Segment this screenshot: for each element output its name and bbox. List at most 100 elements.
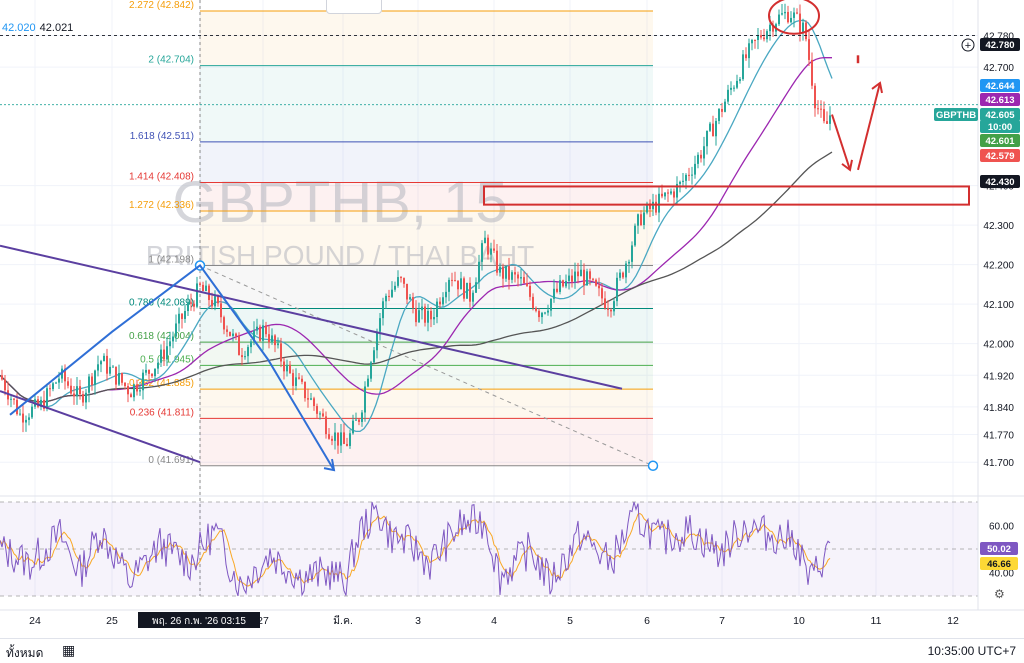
candle bbox=[31, 403, 33, 420]
rsi-tick-label: 60.00 bbox=[989, 522, 1014, 533]
candle-body bbox=[646, 203, 648, 213]
candle-body bbox=[196, 283, 198, 307]
price-label[interactable]: 10:00 bbox=[980, 120, 1020, 133]
candle bbox=[688, 167, 690, 181]
candle bbox=[124, 382, 126, 390]
rsi-value-label[interactable]: 50.02 bbox=[980, 542, 1018, 555]
candle-body bbox=[457, 280, 459, 290]
top-highlight-ellipse[interactable] bbox=[768, 0, 820, 35]
projection-arrow-up[interactable] bbox=[857, 82, 881, 171]
candle-body bbox=[502, 266, 504, 279]
price-label[interactable]: 42.613 bbox=[980, 93, 1020, 106]
candle-body bbox=[226, 329, 228, 332]
candle-body bbox=[700, 154, 702, 159]
price-label[interactable]: 42.644 bbox=[980, 79, 1020, 92]
rsi-value-label[interactable]: 46.66 bbox=[980, 557, 1018, 570]
candle-body bbox=[286, 364, 288, 372]
candle bbox=[691, 166, 693, 185]
candle bbox=[13, 398, 15, 405]
candle-body bbox=[460, 278, 462, 290]
collapse-tab[interactable] bbox=[326, 0, 382, 14]
candle-body bbox=[526, 283, 528, 286]
candle-body bbox=[397, 277, 399, 286]
gear-icon[interactable]: ⚙ bbox=[994, 587, 1005, 601]
range-all-button[interactable]: ทั้งหมด bbox=[6, 646, 44, 660]
candle bbox=[310, 392, 312, 401]
candle-body bbox=[622, 272, 624, 278]
candle-body bbox=[202, 284, 204, 291]
candle-body bbox=[610, 309, 612, 312]
trend-channel-upper[interactable] bbox=[0, 244, 623, 390]
wave-arrow-path[interactable] bbox=[9, 264, 335, 471]
price-label[interactable]: 42.601 bbox=[980, 134, 1020, 147]
candle-body bbox=[346, 443, 348, 446]
candle-body bbox=[574, 271, 576, 282]
candle bbox=[502, 263, 504, 288]
price-label[interactable]: 42.780 bbox=[980, 38, 1020, 51]
candle bbox=[772, 20, 774, 37]
candle bbox=[736, 74, 738, 90]
price-label[interactable]: 42.579 bbox=[980, 149, 1020, 162]
price-label-bg bbox=[980, 79, 1020, 92]
candle bbox=[160, 344, 162, 367]
candle bbox=[553, 279, 555, 303]
fib-anchor-handle[interactable] bbox=[647, 460, 659, 472]
candle bbox=[115, 366, 117, 390]
price-label[interactable]: GBPTHB bbox=[934, 108, 978, 121]
candle-body bbox=[751, 39, 753, 44]
price-label[interactable]: 42.605 bbox=[980, 108, 1020, 121]
fib-retracement[interactable] bbox=[200, 11, 653, 466]
time-cursor-label[interactable]: พฤ. 26 ก.พ. '26 03:15 bbox=[138, 612, 260, 628]
candle-body bbox=[811, 59, 813, 86]
candle-body bbox=[817, 108, 819, 110]
candle bbox=[424, 303, 426, 327]
candle-body bbox=[604, 298, 606, 309]
fib-trend-line bbox=[199, 265, 654, 467]
rsi-line bbox=[0, 501, 831, 597]
candle bbox=[271, 328, 273, 345]
candle bbox=[472, 290, 474, 307]
candle bbox=[373, 347, 375, 364]
projection-arrow-down[interactable] bbox=[831, 114, 851, 171]
time-tick-label: มี.ค. bbox=[333, 614, 353, 627]
candle-body bbox=[277, 343, 279, 346]
candle-body bbox=[322, 413, 324, 417]
rsi-pane[interactable] bbox=[0, 495, 1024, 597]
candle-body bbox=[382, 301, 384, 319]
candle-body bbox=[352, 420, 354, 434]
candle bbox=[748, 38, 750, 68]
candle bbox=[820, 100, 822, 118]
drawings[interactable] bbox=[0, 0, 970, 472]
candle bbox=[100, 359, 102, 373]
price-tick-label: 41.700 bbox=[983, 458, 1014, 469]
fib-level-label: 0.618 (42.004) bbox=[129, 331, 194, 342]
ma-slow-line bbox=[0, 151, 833, 403]
candle-body bbox=[28, 417, 30, 420]
candle bbox=[112, 364, 114, 368]
candle-body bbox=[247, 347, 249, 357]
candle bbox=[286, 359, 288, 377]
candle-body bbox=[688, 174, 690, 176]
candle-body bbox=[319, 413, 321, 415]
trend-channel-lower[interactable] bbox=[0, 390, 201, 464]
candle bbox=[577, 262, 579, 284]
clock-label[interactable]: 10:35:00 UTC+7 bbox=[927, 644, 1016, 658]
candle-body bbox=[586, 271, 588, 286]
candle bbox=[406, 283, 408, 304]
arrow-head bbox=[871, 81, 883, 94]
fib-zone bbox=[200, 210, 653, 266]
candle-body bbox=[316, 406, 318, 414]
candle bbox=[325, 411, 327, 439]
candle-body bbox=[538, 310, 540, 318]
axes[interactable]: 42.78042.70042.40042.30042.20042.10042.0… bbox=[0, 0, 1024, 628]
price-label-bg bbox=[980, 120, 1020, 133]
price-label-bg bbox=[980, 134, 1020, 147]
resistance-zone-box[interactable] bbox=[483, 185, 970, 206]
candle-body bbox=[148, 369, 150, 374]
candle bbox=[274, 334, 276, 353]
add-alert-icon[interactable] bbox=[961, 38, 975, 52]
candle bbox=[511, 270, 513, 284]
price-label[interactable]: 42.430 bbox=[980, 175, 1020, 188]
calendar-icon[interactable]: ▦ bbox=[62, 642, 76, 658]
